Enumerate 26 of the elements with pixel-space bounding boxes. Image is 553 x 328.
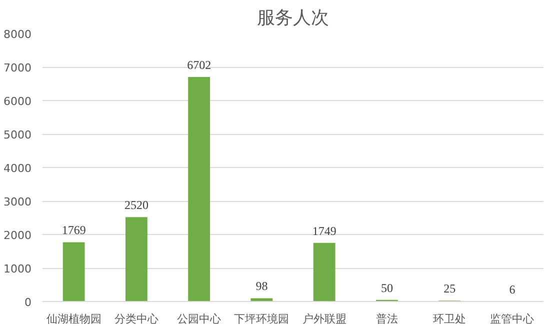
data-label: 6	[509, 282, 516, 296]
x-tick-label: 公园中心	[177, 312, 222, 326]
x-tick-label: 监管中心	[490, 312, 534, 326]
data-label: 1769	[62, 223, 86, 238]
x-tick-label: 下坪环境园	[234, 312, 290, 326]
data-label: 1749	[312, 224, 336, 238]
y-tick-label: 3000	[4, 196, 32, 208]
y-tick-label: 5000	[4, 128, 32, 142]
x-tick-label: 户外联盟	[302, 312, 346, 326]
data-label: 6702	[187, 58, 212, 72]
data-label: 2520	[124, 198, 148, 212]
y-tick-label: 4000	[4, 162, 32, 175]
data-label: 98	[256, 279, 268, 294]
x-tick-label: 分类中心	[114, 312, 158, 326]
y-tick-label: 7000	[4, 62, 32, 74]
y-tick-label: 8000	[4, 28, 32, 41]
data-label: 25	[444, 282, 456, 296]
data-label: 50	[380, 280, 393, 295]
x-tick-label: 普法	[376, 312, 398, 326]
x-tick-label: 环卫处	[433, 312, 466, 326]
y-tick-label: 6000	[4, 95, 32, 108]
y-tick-label: 1000	[4, 262, 32, 276]
y-tick-label: 2000	[4, 229, 32, 242]
chart-title: 服务人次	[257, 8, 329, 28]
y-tick-label: 0	[24, 296, 32, 309]
x-tick-label: 仙湖植物园	[46, 312, 102, 326]
